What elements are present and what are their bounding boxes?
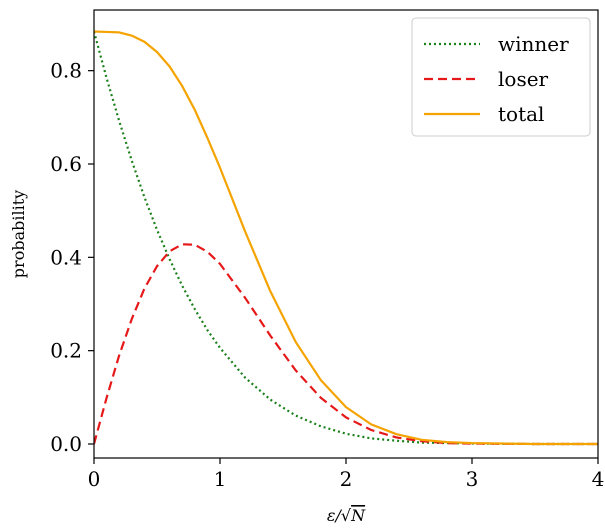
legend-label-winner: winner	[498, 32, 569, 56]
axis-ticks: 0 1 2 3 4 0.0 0.2 0.4 0.6 0.8	[50, 59, 604, 491]
legend: winner loser total	[411, 17, 591, 137]
x-tick-label: 4	[592, 467, 605, 491]
series-line-loser	[94, 243, 598, 446]
x-tick-label: 1	[214, 467, 227, 491]
x-tick-label: 3	[466, 467, 479, 491]
y-tick-label: 0.8	[50, 59, 82, 83]
y-tick-label: 0.2	[50, 339, 82, 363]
series-lines	[94, 30, 598, 446]
legend-label-total: total	[498, 102, 544, 126]
x-tick-label: 2	[340, 467, 353, 491]
legend-label-loser: loser	[498, 67, 549, 91]
legend-box	[411, 17, 591, 137]
series-line-winner	[94, 31, 598, 446]
y-tick-label: 0.6	[50, 152, 82, 176]
x-tick-label: 0	[88, 467, 101, 491]
series-line-total	[94, 30, 598, 446]
y-tick-label: 0.4	[50, 245, 82, 269]
y-axis-label: probability	[9, 190, 28, 278]
x-axis-label: ε/√N	[327, 506, 366, 525]
y-tick-label: 0.0	[50, 432, 82, 456]
